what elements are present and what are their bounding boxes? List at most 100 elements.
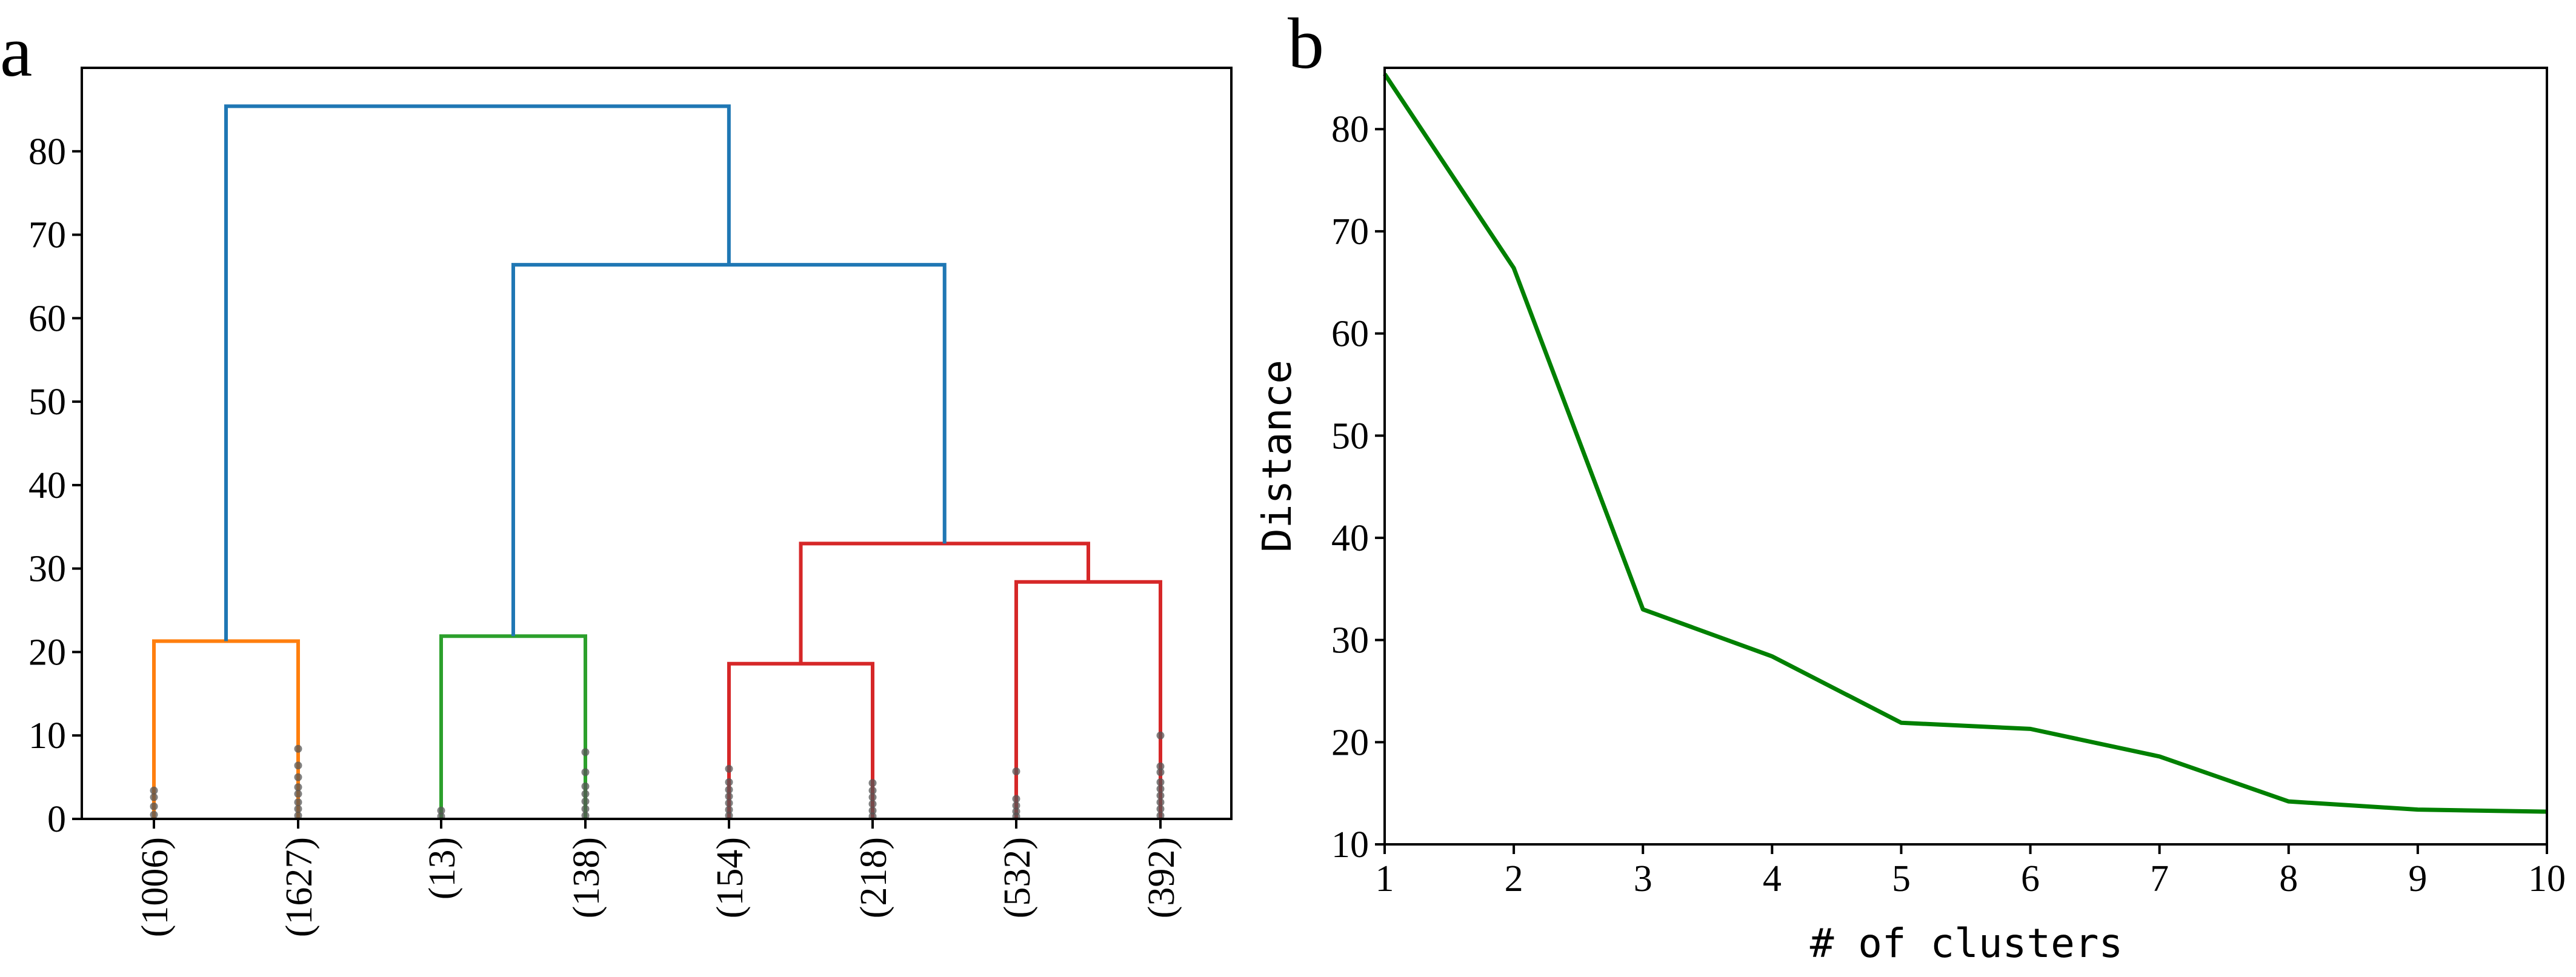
leaf-marker [437,806,445,815]
leaf-marker [294,744,302,753]
leaf-marker [725,764,733,773]
leaf-marker [581,804,590,813]
merge-link [511,263,947,637]
leaf-label: (1006) [135,837,176,937]
leaf-label: (138) [566,837,607,918]
dendrogram-plot-frame [81,67,1233,820]
elbow-panel: b 10 20 30 40 50 60 70 80 1 2 3 4 5 6 7 8 9 10 # of clus… [1254,3,2566,967]
leaf-marker [150,810,158,819]
leaf-marker [294,761,302,770]
dendrogram-panel: a 0 10 20 30 40 50 60 70 80 (1006) (1627) (13) (138… [0,11,1233,937]
leaf-marker [1012,767,1020,775]
leaf-marker [1012,807,1020,816]
y-tick-label: 0 [47,799,66,840]
y-tick-label: 70 [1331,211,1369,253]
leaf-marker [1156,798,1165,806]
leaf-marker [1156,768,1165,777]
leaf-label: (154) [710,837,751,918]
leaf-markers [150,731,1165,821]
leaf-marker [581,768,590,777]
leaf-label: (218) [853,837,894,918]
leaf-marker [581,782,590,790]
leaf-marker [725,778,733,786]
y-tick-label: 40 [28,465,66,506]
panel-letter-b: b [1288,3,1324,84]
leaf-label: (1627) [279,837,320,937]
leaf-marker [150,802,158,810]
y-tick-label: 50 [28,382,66,423]
y-tick-label: 10 [28,715,66,757]
merge-link [152,639,300,819]
x-tick-label: 6 [2021,858,2040,899]
leaf-marker [294,773,302,781]
dendrogram-x-axis: (1006) (1627) (13) (138) (154) (218) (532) (392… [135,819,1182,937]
y-tick-label: 50 [1331,416,1369,457]
leaf-marker [868,779,877,787]
leaf-marker [1012,801,1020,810]
y-tick-label: 30 [28,549,66,590]
x-tick-label: 10 [2528,858,2566,899]
x-tick-label: 3 [1634,858,1652,899]
elbow-plot-frame [1383,67,2548,846]
x-tick-label: 9 [2408,858,2427,899]
leaf-marker [725,799,733,807]
elbow-y-axis: 10 20 30 40 50 60 70 80 [1331,109,1385,866]
leaf-marker [294,783,302,792]
x-tick-label: 2 [1505,858,1523,899]
leaf-marker [1156,811,1165,820]
leaf-marker [581,790,590,798]
leaf-marker [1156,791,1165,800]
y-tick-label: 20 [28,632,66,673]
leaf-marker [294,798,302,806]
leaf-marker [150,793,158,801]
y-tick-label: 60 [1331,314,1369,355]
y-tick-label: 60 [28,298,66,339]
leaf-marker [868,786,877,795]
y-tick-label: 40 [1331,518,1369,559]
leaf-marker [150,786,158,795]
leaf-label: (532) [997,837,1038,918]
x-tick-label: 4 [1763,858,1782,899]
leaf-marker [1156,778,1165,786]
leaf-marker [725,786,733,794]
y-tick-label: 80 [28,131,66,173]
merge-link [224,104,731,641]
leaf-marker [868,806,877,815]
leaf-marker [294,790,302,798]
y-tick-label: 80 [1331,109,1369,150]
panel-letter-a: a [0,11,32,91]
y-axis-title: Distance [1254,360,1300,552]
leaf-marker [294,804,302,813]
leaf-marker [725,811,733,820]
leaf-label: (392) [1141,837,1182,918]
leaf-marker [868,800,877,808]
leaf-marker [725,792,733,801]
merge-link [1014,580,1162,819]
leaf-marker [294,811,302,820]
leaf-label: (13) [422,837,463,899]
leaf-marker [868,793,877,801]
merge-link [727,661,874,819]
leaf-marker [1156,731,1165,740]
leaf-marker [581,811,590,820]
distance-line-series [1383,73,2548,814]
x-tick-label: 5 [1892,858,1911,899]
distance-line [1383,73,2548,814]
merge-link [439,634,587,819]
x-tick-label: 8 [2279,858,2298,899]
merge-link [799,541,1090,664]
y-tick-label: 30 [1331,620,1369,661]
leaf-marker [581,748,590,757]
y-tick-label: 70 [28,215,66,256]
x-tick-label: 1 [1376,858,1394,899]
dendrogram-links [152,104,1162,819]
y-tick-label: 20 [1331,722,1369,763]
leaf-marker [725,806,733,814]
x-tick-label: 7 [2150,858,2169,899]
leaf-marker [581,797,590,806]
leaf-marker [1012,795,1020,803]
dendrogram-y-axis: 0 10 20 30 40 50 60 70 80 [28,131,82,840]
elbow-x-axis: 1 2 3 4 5 6 7 8 9 10 [1376,844,2566,899]
leaf-marker [1156,784,1165,793]
